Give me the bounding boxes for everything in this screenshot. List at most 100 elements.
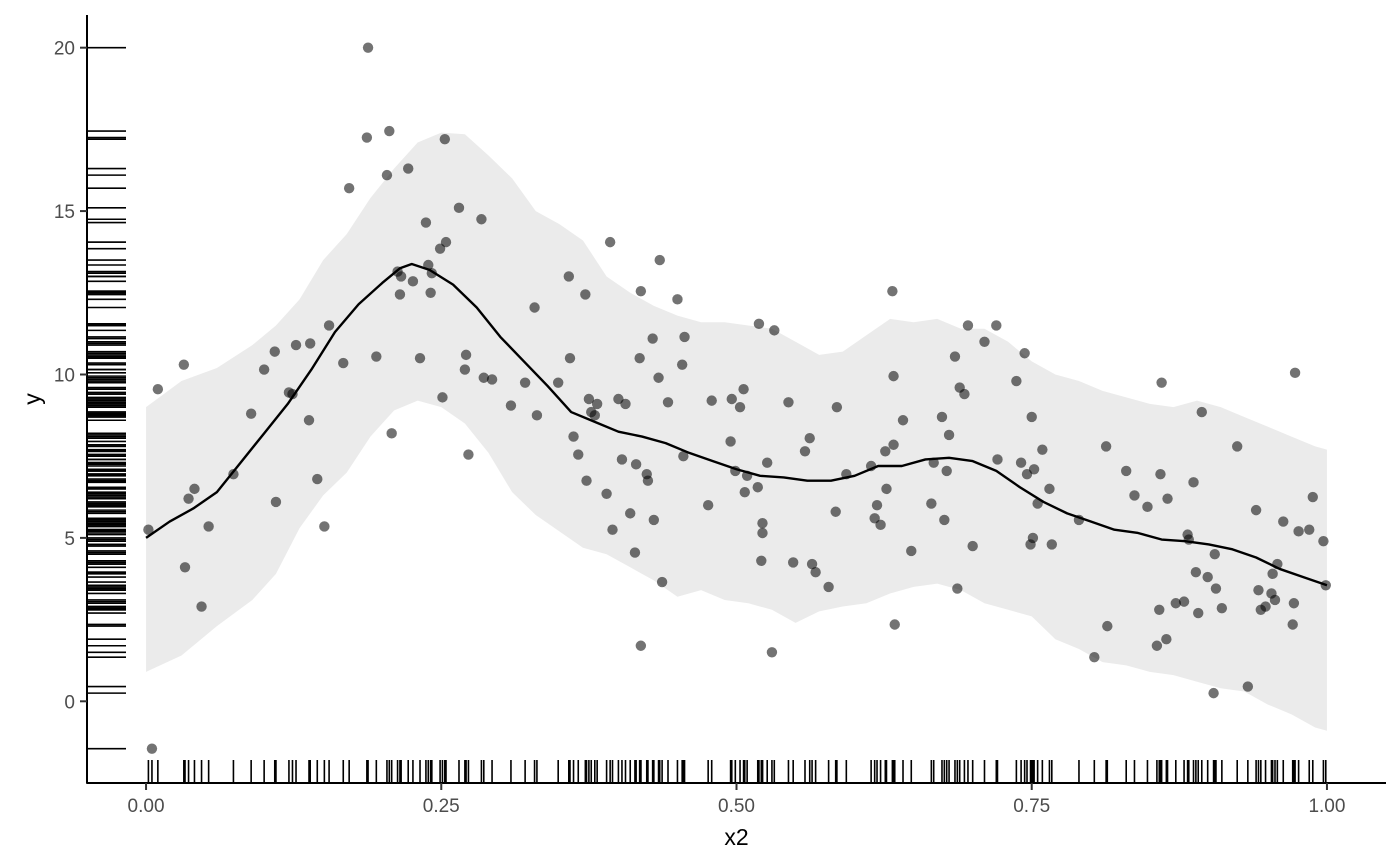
data-point-135 <box>949 351 961 362</box>
data-point-10 <box>245 408 257 419</box>
data-point-113 <box>823 581 834 593</box>
data-point-108 <box>787 557 799 568</box>
data-point-9 <box>228 468 239 480</box>
data-point-3 <box>178 359 190 370</box>
data-point-16 <box>290 339 302 351</box>
data-point-23 <box>343 183 355 194</box>
data-point-26 <box>371 351 382 362</box>
data-point-166 <box>1156 377 1167 388</box>
data-point-133 <box>941 465 952 477</box>
data-point-194 <box>1288 598 1300 609</box>
data-point-20 <box>319 521 330 532</box>
data-point-106 <box>769 325 780 336</box>
data-point-180 <box>1210 583 1222 594</box>
data-point-109 <box>799 446 811 457</box>
data-point-39 <box>426 267 438 279</box>
data-point-143 <box>992 454 1003 465</box>
data-point-115 <box>831 401 843 413</box>
data-point-146 <box>1019 348 1030 359</box>
data-point-174 <box>1190 567 1202 578</box>
data-point-111 <box>806 558 818 570</box>
data-point-181 <box>1216 602 1228 614</box>
x-tick-label-1: 0.25 <box>423 796 460 817</box>
data-point-170 <box>1178 596 1190 607</box>
data-point-86 <box>672 294 683 305</box>
smooth-line-layer <box>145 262 1328 587</box>
data-point-157 <box>1089 651 1100 663</box>
data-point-191 <box>1272 558 1283 570</box>
data-point-150 <box>1027 532 1039 544</box>
data-point-130 <box>928 457 939 468</box>
confidence-ribbon <box>146 132 1327 731</box>
data-point-92 <box>725 436 736 447</box>
data-point-70 <box>616 454 628 465</box>
data-point-4 <box>179 562 191 573</box>
data-point-31 <box>394 289 406 300</box>
data-point-200 <box>1320 580 1331 591</box>
data-point-195 <box>1289 367 1301 379</box>
data-point-91 <box>706 395 717 406</box>
y-tick-label-0: 0 <box>64 692 75 713</box>
data-point-179 <box>1209 549 1220 560</box>
data-point-71 <box>620 398 631 410</box>
data-point-72 <box>625 508 636 519</box>
data-point-107 <box>783 397 794 408</box>
data-point-49 <box>478 372 489 383</box>
x-tick-label-4: 1.00 <box>1308 796 1345 817</box>
data-point-44 <box>453 202 465 214</box>
x-tick-label-2: 0.50 <box>718 796 755 817</box>
data-point-54 <box>531 410 543 421</box>
data-point-46 <box>460 349 472 361</box>
data-point-17 <box>303 415 315 426</box>
data-point-35 <box>414 352 426 364</box>
data-point-83 <box>654 254 665 266</box>
data-point-38 <box>425 287 436 298</box>
data-point-56 <box>563 271 575 282</box>
data-point-160 <box>1121 465 1132 477</box>
data-point-34 <box>407 276 419 287</box>
data-point-75 <box>634 352 645 364</box>
data-point-159 <box>1102 620 1113 632</box>
data-point-1 <box>146 743 158 754</box>
data-point-45 <box>459 364 471 375</box>
data-point-140 <box>967 540 978 552</box>
data-point-134 <box>943 429 955 441</box>
data-point-190 <box>1269 594 1281 606</box>
data-point-53 <box>529 302 540 313</box>
data-point-90 <box>702 500 714 511</box>
data-point-97 <box>739 486 750 498</box>
data-point-110 <box>804 433 815 444</box>
data-point-87 <box>676 359 688 370</box>
data-point-156 <box>1073 514 1085 526</box>
data-point-145 <box>1015 457 1027 468</box>
data-point-43 <box>440 236 452 248</box>
data-point-89 <box>679 331 690 343</box>
data-point-19 <box>312 473 323 485</box>
data-point-42 <box>439 133 451 145</box>
data-point-104 <box>762 457 773 468</box>
data-point-120 <box>875 519 886 531</box>
data-point-177 <box>1202 571 1213 583</box>
data-point-37 <box>423 259 434 271</box>
data-point-55 <box>552 377 564 388</box>
data-point-196 <box>1293 526 1304 537</box>
data-point-59 <box>573 449 584 460</box>
data-point-162 <box>1142 501 1153 513</box>
y-rug-layer <box>88 46 126 750</box>
data-point-50 <box>486 374 498 385</box>
data-point-99 <box>752 482 763 493</box>
data-point-183 <box>1242 681 1254 692</box>
data-point-22 <box>338 357 349 369</box>
data-point-7 <box>196 601 207 612</box>
data-point-176 <box>1196 406 1207 418</box>
data-point-152 <box>1032 498 1043 509</box>
data-point-116 <box>841 468 852 480</box>
data-point-58 <box>568 431 579 442</box>
data-point-198 <box>1307 491 1318 503</box>
y-tick-label-4: 20 <box>54 39 75 60</box>
data-point-117 <box>865 460 877 472</box>
data-point-25 <box>362 42 374 53</box>
data-point-52 <box>519 377 531 388</box>
data-point-67 <box>604 236 616 248</box>
